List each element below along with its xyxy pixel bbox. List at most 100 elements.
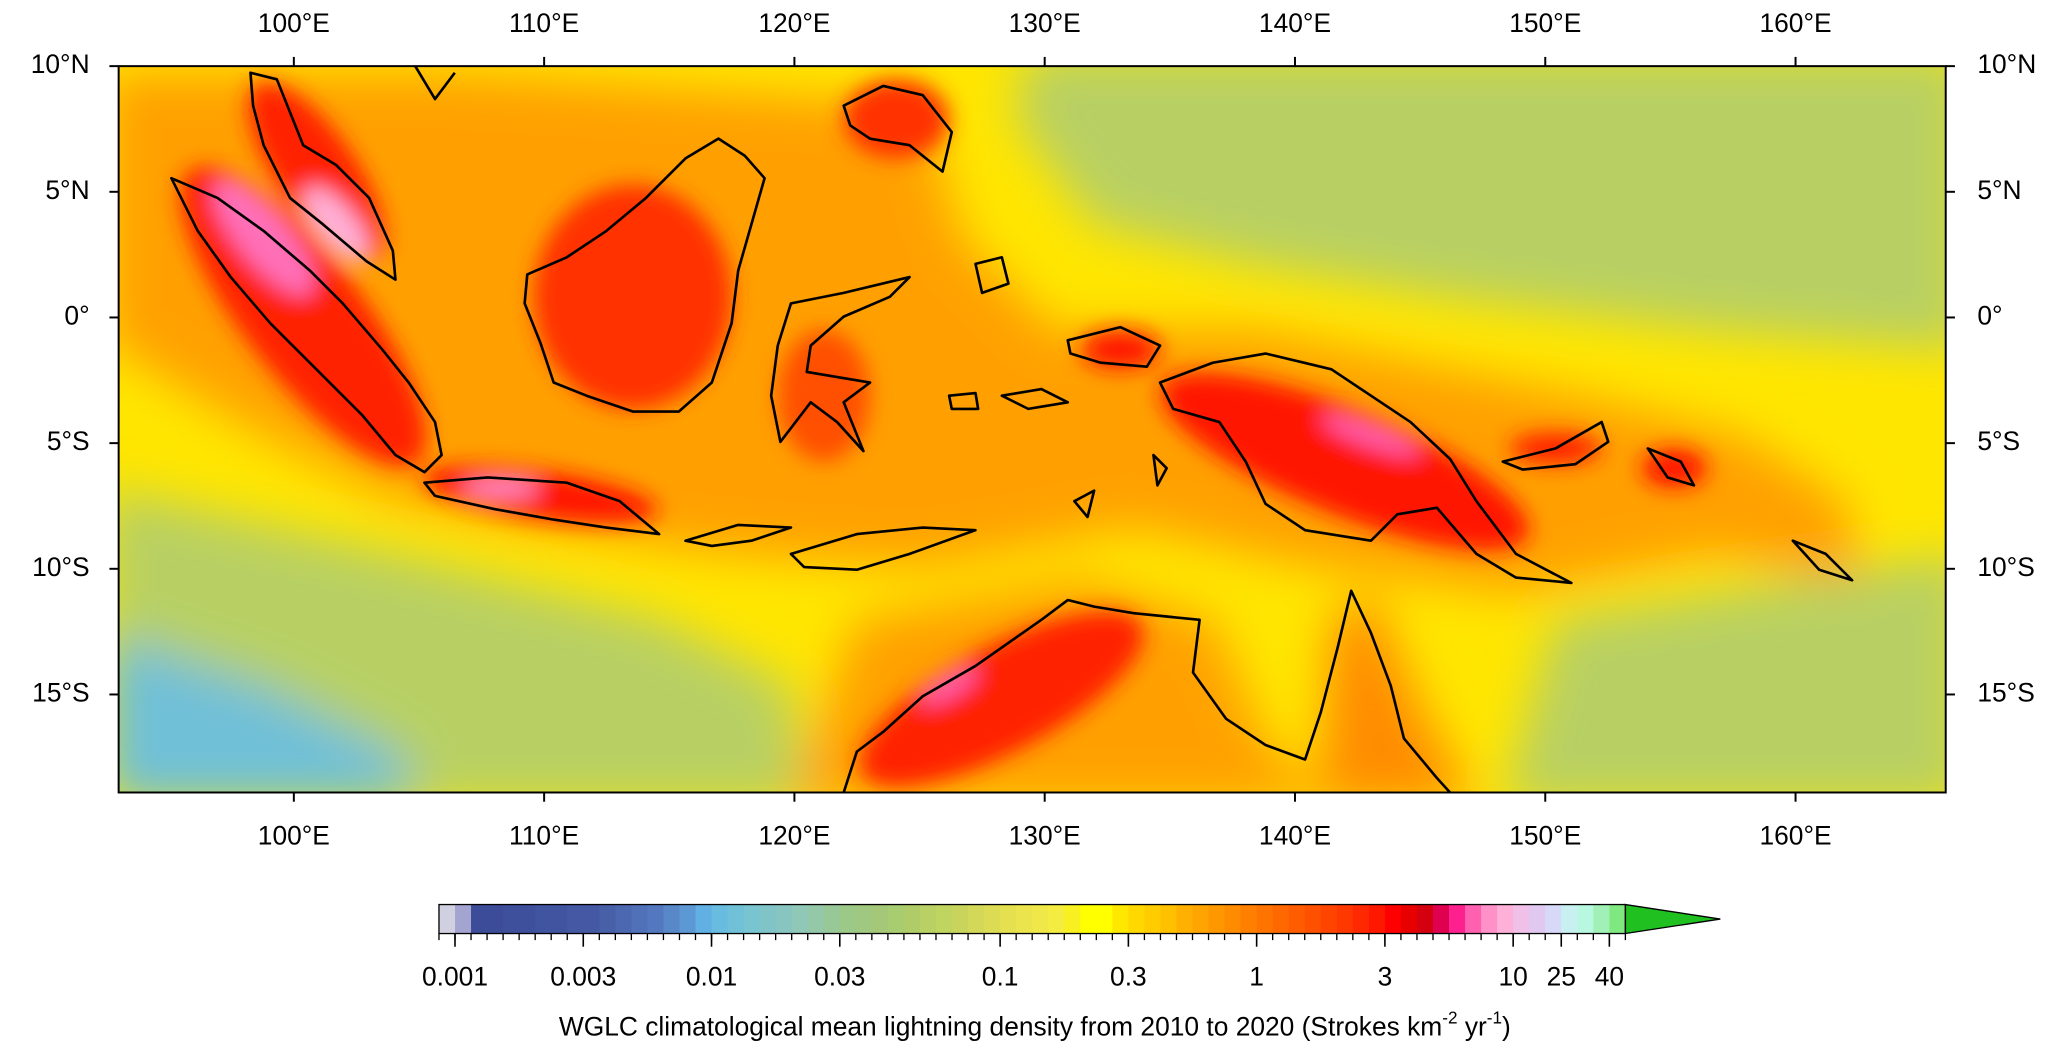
y-tick-label: 10°N — [31, 49, 90, 79]
colorbar-segment — [599, 904, 616, 934]
colorbar-segment — [807, 904, 825, 934]
colorbar-segment — [871, 904, 889, 934]
colorbar-extend-arrow — [1624, 903, 1721, 935]
colorbar-segment — [1465, 904, 1482, 934]
colorbar-segment — [743, 904, 761, 934]
colorbar-segment — [1304, 904, 1322, 934]
colorbar-segment — [1529, 904, 1546, 934]
colorbar-segment — [775, 904, 793, 934]
colorbar-segment — [647, 904, 665, 934]
y-tick-label: 5°N — [45, 175, 89, 205]
colorbar-segment — [631, 904, 649, 934]
y-tick-label: 15°S — [32, 677, 89, 707]
colorbar-segment — [1400, 904, 1418, 934]
colorbar-segment — [1240, 904, 1258, 934]
colorbar-tick-label: 0.01 — [686, 961, 737, 991]
colorbar-title: WGLC climatological mean lightning densi… — [559, 1007, 1511, 1041]
colorbar-segment — [1160, 904, 1178, 934]
colorbar-segment — [1545, 904, 1562, 934]
colorbar-tick-label: 10 — [1498, 961, 1527, 991]
colorbar-segment — [1368, 904, 1386, 934]
colorbar-segment — [984, 904, 1001, 934]
colorbar-title-part: -1 — [1487, 1007, 1502, 1027]
colorbar-title-part: ) — [1502, 1011, 1511, 1041]
colorbar-segment — [1080, 904, 1097, 934]
colorbar-tick-label: 0.1 — [982, 961, 1019, 991]
colorbar-segment — [1032, 904, 1049, 934]
colorbar-segment — [1497, 904, 1514, 934]
colorbar-segment — [1224, 904, 1242, 934]
y-tick-label: 10°S — [1977, 552, 2034, 582]
colorbar-segment — [1064, 904, 1081, 934]
x-tick-label: 160°E — [1759, 820, 1831, 850]
colorbar-segment — [727, 904, 745, 934]
colorbar-segment — [935, 904, 953, 934]
y-tick-label: 5°N — [1977, 175, 2021, 205]
colorbar-segment — [1609, 904, 1627, 934]
colorbar-tick-label: 0.3 — [1110, 961, 1147, 991]
y-tick-label: 5°S — [1977, 426, 2020, 456]
y-tick-label: 10°N — [1977, 49, 2036, 79]
lightning-field — [118, 66, 1946, 793]
colorbar-segment — [1288, 904, 1306, 934]
colorbar-segment — [438, 904, 456, 934]
colorbar-segment — [711, 904, 729, 934]
colorbar-segment — [1048, 904, 1065, 934]
colorbar-title-part: WGLC climatological mean lightning densi… — [559, 1011, 1442, 1041]
y-tick-label: 10°S — [32, 552, 89, 582]
colorbar-segment — [1577, 904, 1594, 934]
colorbar-segment — [1000, 904, 1017, 934]
colorbar-segment — [1112, 904, 1130, 934]
colorbar-segment — [583, 904, 600, 934]
colorbar-segment — [791, 904, 809, 934]
colorbar-segment — [1256, 904, 1274, 934]
colorbar-segment — [968, 904, 985, 934]
colorbar-tick-label: 0.003 — [550, 961, 616, 991]
colorbar: 0.001 0.003 0.01 0.03 0.1 0.3 1 3 10 25 40 WGLC cli… — [422, 903, 1721, 1041]
colorbar-segment — [839, 904, 857, 934]
x-tick-label: 110°E — [509, 820, 579, 850]
colorbar-tick-label: 25 — [1547, 961, 1576, 991]
colorbar-tick-label: 3 — [1378, 961, 1393, 991]
colorbar-segment — [487, 904, 504, 934]
colorbar-segment — [1144, 904, 1162, 934]
coastlines — [170, 66, 1854, 793]
x-tick-label: 100°E — [258, 820, 330, 850]
colorbar-segment — [503, 904, 520, 934]
colorbar-segment — [1176, 904, 1194, 934]
colorbar-segment — [1320, 904, 1338, 934]
colorbar-segment — [679, 904, 697, 934]
colorbar-segment — [1336, 904, 1354, 934]
colorbar-segment — [695, 904, 713, 934]
x-tick-label: 120°E — [758, 820, 830, 850]
x-tick-label: 150°E — [1509, 8, 1581, 38]
colorbar-segment — [1208, 904, 1226, 934]
x-tick-label: 140°E — [1259, 820, 1331, 850]
colorbar-segment — [1016, 904, 1033, 934]
colorbar-segment — [823, 904, 841, 934]
colorbar-segment — [1384, 904, 1402, 934]
colorbar-tick-label: 0.03 — [814, 961, 865, 991]
colorbar-segment — [535, 904, 552, 934]
colorbar-tick-label: 0.001 — [422, 961, 488, 991]
colorbar-segment — [519, 904, 536, 934]
colorbar-segment — [1096, 904, 1114, 934]
colorbar-segment — [1593, 904, 1611, 934]
x-tick-label: 110°E — [509, 8, 579, 38]
colorbar-title-part: -2 — [1442, 1007, 1457, 1027]
map-frame — [117, 65, 1947, 794]
colorbar-segment — [1416, 904, 1434, 934]
y-tick-label: 15°S — [1977, 677, 2034, 707]
colorbar-segment — [663, 904, 681, 934]
colorbar-segment — [919, 904, 937, 934]
colorbar-segment — [1272, 904, 1290, 934]
colorbar-segment — [551, 904, 568, 934]
colorbar-segment — [567, 904, 584, 934]
colorbar-segment — [471, 904, 488, 934]
colorbar-segment — [1561, 904, 1578, 934]
colorbar-segment — [887, 904, 905, 934]
colorbar-segment — [1432, 904, 1450, 934]
colorbar-segment — [1513, 904, 1530, 934]
